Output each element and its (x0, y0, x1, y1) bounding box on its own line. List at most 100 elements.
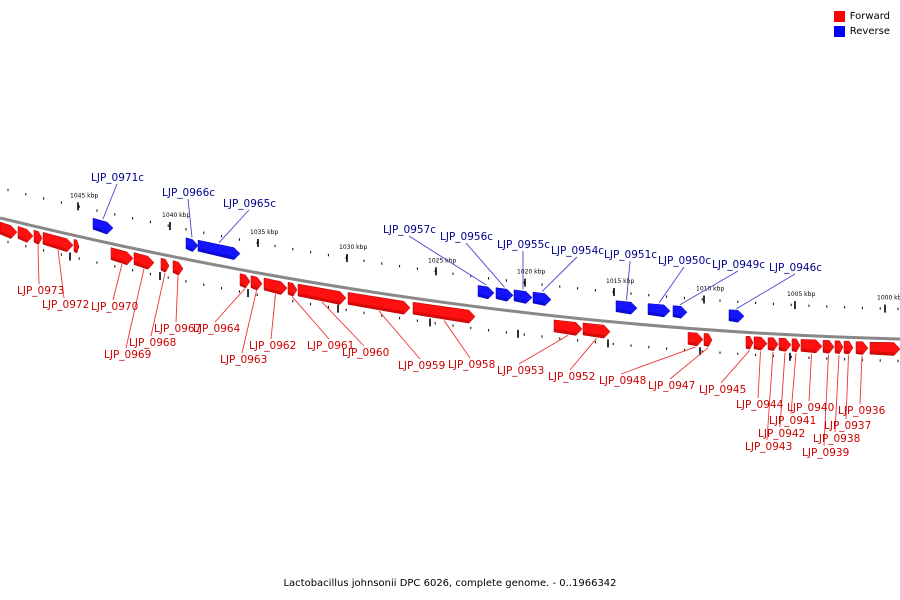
reverse-gene-arrow (477, 285, 495, 300)
reverse-gene-arrow (647, 303, 671, 318)
reverse-gene-arrow (728, 309, 745, 323)
reverse-leader-line (736, 273, 796, 310)
reverse-leader-line (408, 235, 487, 286)
reverse-gene-label: LJP_0954c (551, 245, 604, 257)
forward-leader-line (823, 354, 829, 447)
forward-leader-line (214, 288, 246, 323)
forward-gene-label: LJP_0959 (398, 360, 445, 372)
forward-gene-label: LJP_0973 (17, 285, 64, 297)
legend-forward-label: Forward (849, 11, 890, 22)
forward-gene-arrow (800, 339, 823, 354)
legend: Forward Reverse (833, 9, 890, 39)
reverse-gene-arrow (197, 239, 241, 260)
forward-gene-label: LJP_0972 (42, 299, 89, 311)
reverse-gene-label: LJP_0951c (604, 249, 657, 261)
reverse-swatch (833, 26, 845, 37)
reverse-gene-arrow (92, 217, 114, 235)
forward-gene-arrow (160, 257, 170, 273)
forward-leader-line (37, 245, 40, 285)
forward-gene-arrow (250, 275, 263, 291)
forward-gene-arrow (287, 281, 298, 297)
forward-gene-arrow (42, 231, 74, 253)
forward-gene-label: LJP_0944 (736, 399, 784, 411)
forward-gene-arrow (347, 292, 411, 315)
reverse-gene-label: LJP_0956c (440, 231, 493, 243)
reverse-leader-line (465, 242, 505, 288)
forward-gene-arrow (778, 338, 792, 352)
forward-gene-arrow (239, 273, 251, 289)
reverse-gene-label: LJP_0955c (497, 239, 550, 251)
forward-leader-line (845, 355, 849, 420)
forward-gene-arrow (822, 340, 835, 354)
forward-gene-label: LJP_0964 (193, 323, 241, 335)
forward-gene-label: LJP_0962 (249, 340, 296, 352)
reverse-gene-label: LJP_0965c (223, 198, 276, 210)
gene-arrows (0, 217, 900, 356)
forward-gene-label: LJP_0938 (813, 433, 860, 445)
kbp-tick-label: 1025 kbp (428, 257, 456, 264)
forward-leader-line (766, 351, 774, 441)
forward-gene-label: LJP_0937 (824, 420, 871, 432)
kbp-tick-label: 1015 kbp (606, 278, 634, 285)
forward-leader-line (112, 263, 123, 301)
forward-swatch (833, 11, 845, 22)
forward-gene-label: LJP_0945 (699, 384, 746, 396)
forward-gene-arrow (412, 301, 476, 324)
reverse-leader-line (218, 209, 250, 243)
kbp-tick-label: 1010 kbp (696, 286, 724, 293)
forward-gene-label: LJP_0968 (129, 337, 176, 349)
reverse-gene-label: LJP_0946c (769, 262, 822, 274)
reverse-gene-label: LJP_0971c (91, 172, 144, 184)
forward-gene-label: LJP_0967 (154, 323, 201, 335)
reverse-leader-line (541, 256, 578, 292)
genome-caption: Lactobacillus johnsonii DPC 6026, comple… (283, 578, 617, 589)
reverse-gene-label: LJP_0949c (712, 259, 765, 271)
forward-gene-label: LJP_0947 (648, 380, 695, 392)
forward-leader-line (790, 353, 797, 415)
reverse-leader-line (679, 270, 739, 306)
legend-forward: Forward (833, 9, 890, 24)
forward-gene-arrow (791, 338, 801, 353)
label-leaders (37, 183, 863, 447)
forward-gene-arrow (834, 340, 844, 354)
forward-gene-arrow (869, 341, 900, 356)
forward-gene-arrow (172, 260, 184, 276)
forward-gene-label: LJP_0970 (91, 301, 138, 313)
forward-gene-label: LJP_0958 (448, 359, 495, 371)
legend-reverse-label: Reverse (849, 26, 890, 37)
forward-leader-line (292, 296, 330, 340)
reverse-gene-label: LJP_0957c (383, 224, 436, 236)
forward-leader-line (241, 290, 257, 354)
forward-gene-arrow (582, 322, 611, 339)
forward-leader-line (518, 335, 569, 365)
forward-leader-line (57, 249, 65, 299)
forward-gene-arrow (297, 283, 347, 305)
forward-leader-line (443, 320, 471, 359)
forward-leader-line (859, 355, 863, 405)
reverse-gene-arrow (513, 289, 533, 304)
genome-backbone (0, 216, 900, 341)
reverse-gene-label: LJP_0950c (658, 255, 711, 267)
forward-gene-arrow (855, 341, 869, 355)
forward-leader-line (175, 275, 179, 323)
forward-gene-label: LJP_0941 (769, 415, 816, 427)
kbp-tick-label: 1000 kbp (877, 295, 900, 302)
forward-leader-line (669, 347, 709, 380)
reverse-gene-arrow (185, 237, 199, 252)
reverse-leader-line (187, 198, 193, 238)
kbp-tick-label: 1045 kbp (70, 192, 98, 199)
reverse-gene-arrow (672, 305, 688, 319)
legend-reverse: Reverse (833, 24, 890, 39)
forward-leader-line (808, 353, 812, 402)
kbp-tick-label: 1030 kbp (339, 244, 367, 251)
forward-gene-arrow (753, 336, 768, 351)
forward-leader-line (779, 352, 786, 428)
forward-gene-label: LJP_0952 (548, 371, 595, 383)
forward-leader-line (834, 355, 840, 433)
reverse-leader-line (658, 266, 685, 304)
forward-gene-arrow (133, 252, 155, 270)
forward-gene-arrow (687, 332, 704, 347)
forward-gene-arrow (745, 336, 754, 350)
forward-leader-line (125, 268, 145, 349)
